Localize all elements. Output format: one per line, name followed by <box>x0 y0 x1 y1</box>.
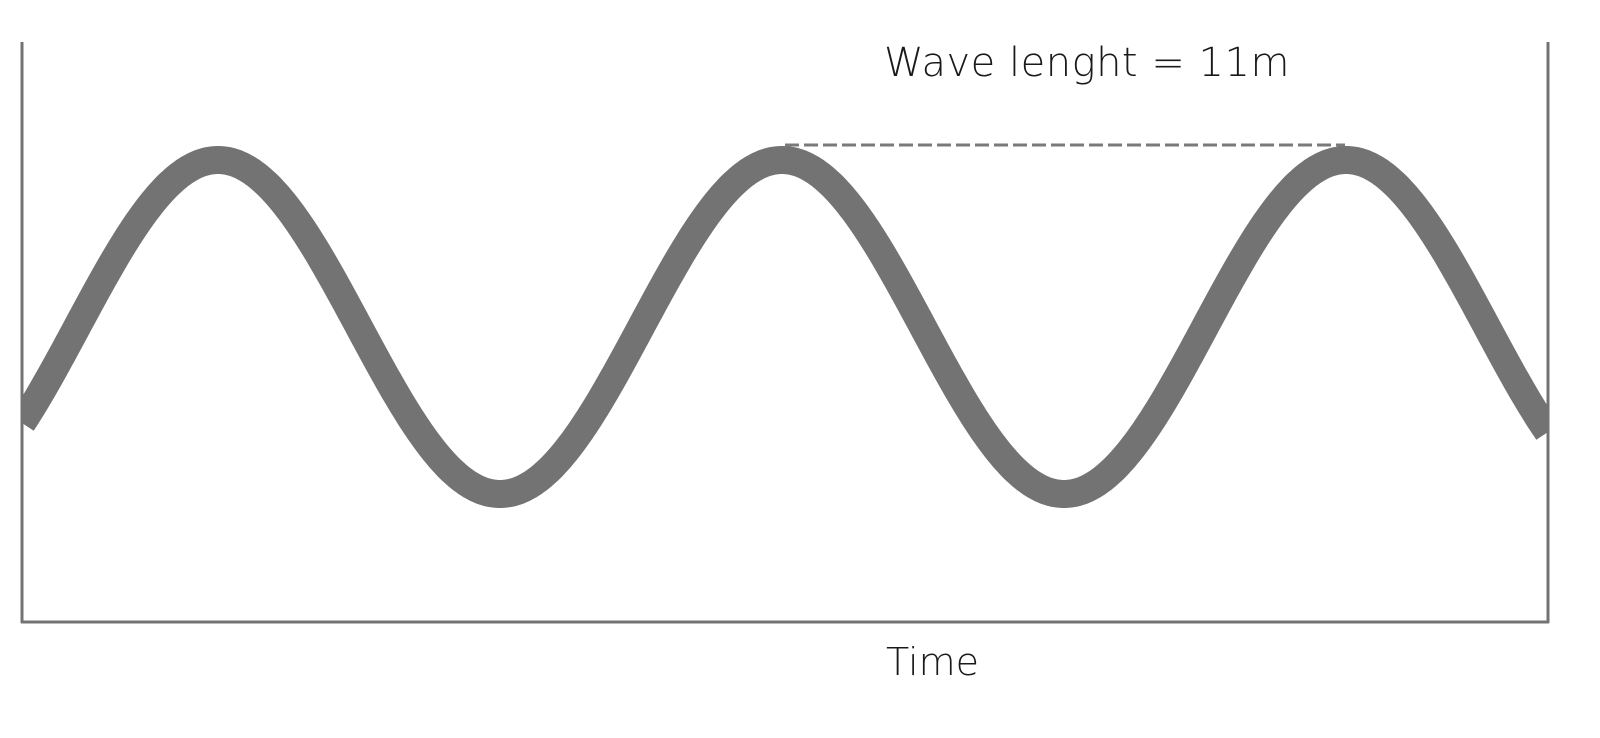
sine-wave <box>22 146 1548 508</box>
wavelength-label: Wave lenght = 11m <box>884 40 1290 86</box>
x-axis-label: Time <box>886 640 979 684</box>
